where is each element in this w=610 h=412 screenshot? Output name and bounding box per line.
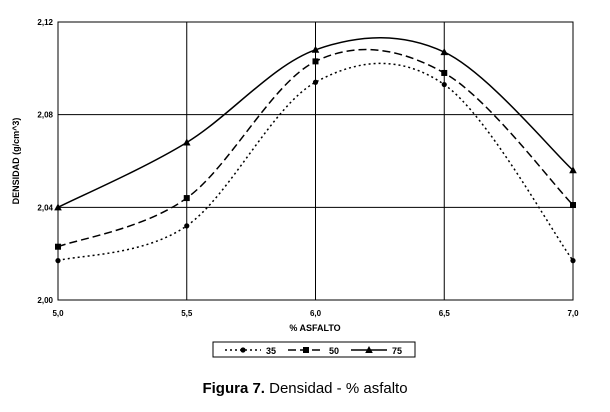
- x-tick-label: 6,5: [439, 309, 451, 318]
- data-point-35: [570, 258, 576, 264]
- y-tick-label: 2,00: [37, 296, 53, 305]
- legend-label-35: 35: [266, 346, 276, 356]
- tick-labels: 5,0 5,5 6,0 6,5 7,0 2,00 2,04 2,08 2,12: [37, 18, 579, 318]
- legend-marker-35: [240, 347, 246, 353]
- series-line-35: [57, 62, 574, 262]
- data-point-50: [312, 58, 319, 65]
- figure-caption-text: Densidad - % asfalto: [264, 380, 408, 397]
- data-point-50: [441, 69, 448, 76]
- legend-label-75: 75: [392, 346, 402, 356]
- x-tick-label: 7,0: [567, 309, 579, 318]
- y-tick-label: 2,04: [37, 203, 53, 212]
- data-point-35: [312, 79, 319, 85]
- data-point-75: [569, 166, 577, 174]
- y-tick-label: 2,12: [37, 18, 53, 27]
- legend-marker-50: [303, 347, 309, 353]
- data-point-75: [182, 138, 191, 146]
- x-tick-label: 5,0: [52, 309, 64, 318]
- legend-marker-75: [365, 346, 373, 353]
- x-tick-label: 5,5: [181, 309, 193, 318]
- data-point-35: [184, 223, 190, 229]
- data-point-35: [441, 81, 447, 88]
- legend-label-50: 50: [329, 346, 339, 356]
- data-point-75: [440, 48, 449, 56]
- data-point-50: [570, 202, 576, 209]
- data-point-50: [55, 243, 61, 250]
- gridlines: [58, 22, 573, 300]
- x-tick-label: 6,0: [310, 309, 322, 318]
- figure-caption: Figura 7. Densidad - % asfalto: [0, 380, 610, 397]
- x-axis-label: % ASFALTO: [289, 323, 340, 333]
- y-axis-label: DENSIDAD (g/cm^3): [11, 118, 21, 205]
- data-point-75: [54, 203, 62, 211]
- figure-caption-prefix: Figura 7.: [202, 380, 265, 397]
- data-point-50: [183, 195, 190, 202]
- data-point-75: [311, 45, 320, 53]
- legend: 35 50 75: [225, 346, 402, 356]
- y-tick-label: 2,08: [37, 111, 53, 120]
- series-layer: [54, 37, 577, 264]
- data-point-35: [55, 258, 61, 264]
